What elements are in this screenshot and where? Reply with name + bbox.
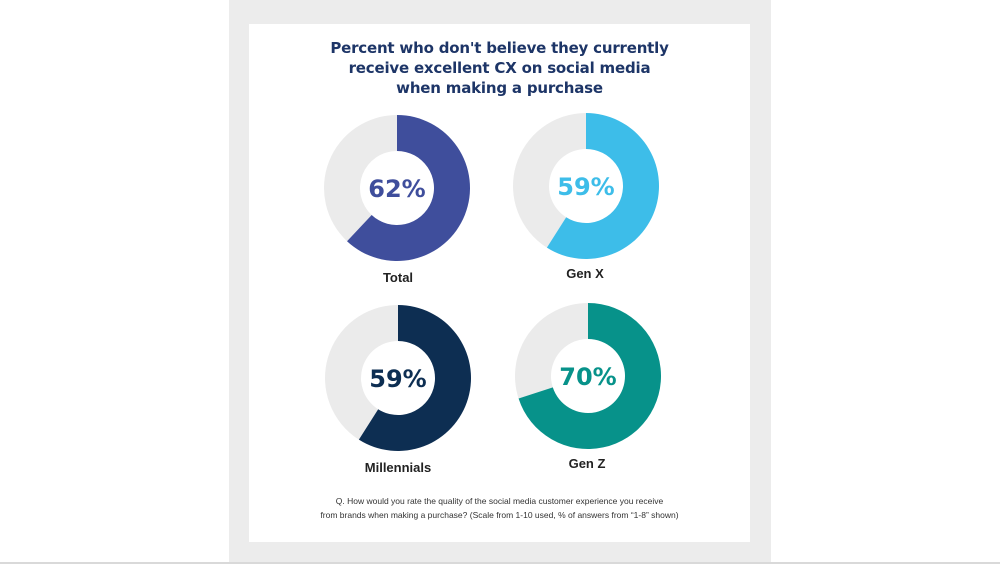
donut-category-label-gen-x: Gen X [566, 266, 604, 281]
donut-segment-gen-x [546, 113, 659, 259]
donut-remainder-total [324, 115, 397, 242]
donut-value-label-millennials: 59% [369, 365, 426, 393]
donut-category-label-total: Total [383, 270, 413, 285]
footnote-line-1: Q. How would you rate the quality of the… [335, 496, 664, 506]
donut-remainder-gen-x [513, 113, 586, 248]
survey-question-footnote: Q. How would you rate the quality of the… [249, 494, 750, 522]
chart-title-line-2: receive excellent CX on social media [348, 59, 651, 77]
donut-remainder-gen-z [515, 303, 588, 399]
donut-segment-gen-z [518, 303, 661, 449]
donut-category-label-gen-z: Gen Z [569, 456, 606, 471]
donut-remainder-millennials [325, 305, 398, 440]
donut-gen-z: 70% Gen Z [515, 303, 661, 471]
donut-value-label-gen-x: 59% [557, 173, 614, 201]
donut-value-label-gen-z: 70% [559, 363, 616, 391]
donut-segment-total [347, 115, 470, 261]
donut-segment-millennials [358, 305, 472, 451]
footnote-line-2: from brands when making a purchase? (Sca… [320, 510, 679, 520]
donut-millennials: 59% Millennials [325, 305, 472, 475]
chart-title-line-3: when making a purchase [396, 79, 603, 97]
donut-charts: 62% Total 59% Gen X 59% Millennials 70% Gen Z [324, 113, 661, 475]
chart-title: Percent who don't believe they currently… [249, 38, 750, 98]
bottom-divider [0, 562, 1000, 564]
donut-value-label-total: 62% [368, 175, 425, 203]
donut-category-label-millennials: Millennials [365, 460, 431, 475]
donut-total: 62% Total [324, 115, 470, 285]
infographic-card: Percent who don't believe they currently… [249, 24, 750, 542]
donut-gen-x: 59% Gen X [513, 113, 659, 281]
chart-title-line-1: Percent who don't believe they currently [330, 39, 669, 57]
